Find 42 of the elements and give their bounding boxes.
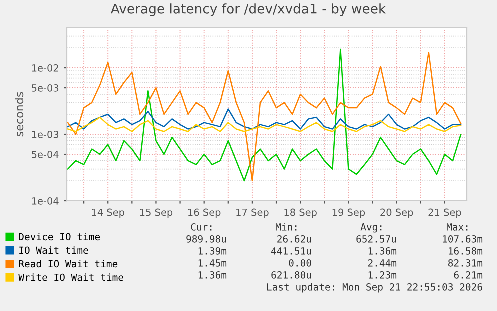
x-tick-label: 18 Sep — [284, 208, 317, 218]
text: 652.57u — [356, 235, 396, 243]
text: 6.21m — [454, 271, 483, 279]
text: 1.36m — [368, 247, 397, 255]
text: 2.44m — [368, 259, 397, 267]
line-series — [67, 108, 462, 130]
text: 441.51u — [272, 248, 312, 255]
x-tick-label: 14 Sep — [92, 208, 124, 218]
x-tick-label: 16 Sep — [188, 208, 221, 218]
text: 0.00 — [289, 259, 312, 267]
chart-title: Average latency for /dev/xvda1 - by week — [110, 4, 386, 16]
y-axis-title: seconds — [15, 92, 24, 137]
text: Max: — [446, 224, 468, 231]
text: 1.23m — [368, 271, 397, 279]
text: 82.31m — [448, 259, 483, 267]
legend-label: Write IO Wait time — [18, 274, 124, 282]
line-series — [67, 116, 462, 132]
text: 26.62u — [278, 235, 312, 243]
y-tick-label: 1e-04 — [32, 197, 59, 205]
x-tick-label: 19 Sep — [332, 208, 366, 218]
y-tick-label: 5e-03 — [32, 84, 59, 92]
x-tick-label: 15 Sep — [140, 208, 173, 218]
legend-label: Device IO time — [19, 233, 100, 241]
text: Last update: Mon Sep 21 22:55:03 2026 — [267, 283, 482, 293]
legend-label: Read IO Wait time — [19, 260, 118, 268]
text: 621.80u — [272, 271, 312, 279]
text: 1.45m — [198, 260, 227, 267]
text: Avg: — [360, 224, 382, 233]
text: 107.63m — [443, 235, 483, 243]
text: 16.58m — [449, 247, 483, 255]
text: 1.36m — [198, 271, 227, 279]
text: 1.39m — [198, 247, 227, 255]
legend-label: IO Wait time — [20, 246, 88, 254]
text: 989.98u — [186, 235, 226, 243]
x-tick-label: 20 Sep — [380, 208, 414, 218]
text: Cur: — [191, 223, 212, 231]
x-tick-label: 21 Sep — [428, 208, 462, 218]
y-tick-label: 5e-04 — [32, 151, 59, 158]
y-tick-label: 1e-02 — [32, 64, 58, 72]
x-tick-label: 17 Sep — [236, 208, 269, 218]
y-tick-label: 1e-03 — [32, 130, 59, 138]
text: Min: — [276, 223, 297, 231]
